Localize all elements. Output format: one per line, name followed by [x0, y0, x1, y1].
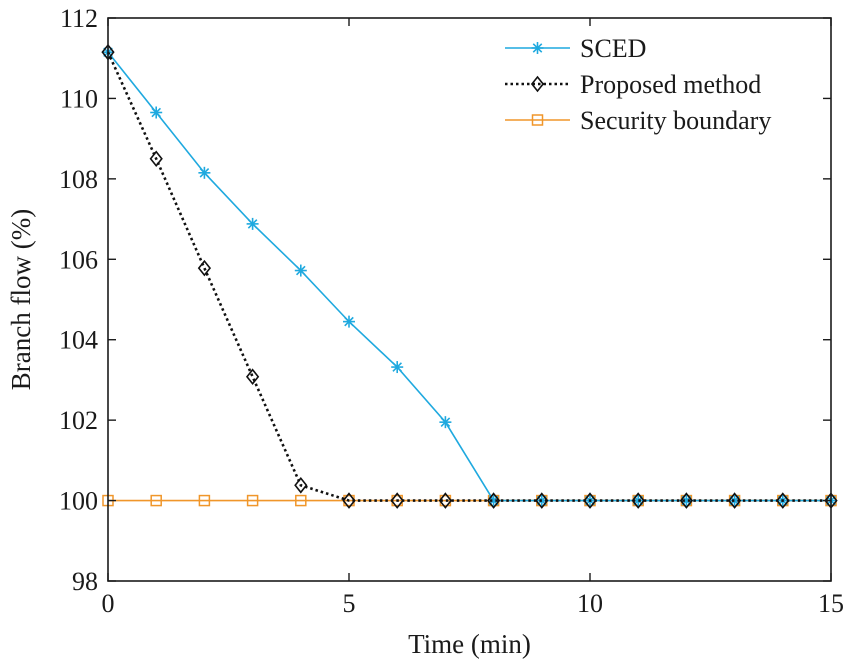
data-point	[343, 315, 355, 328]
data-point	[149, 150, 163, 168]
series-proposed-method	[101, 43, 838, 509]
data-point	[342, 492, 356, 509]
data-point	[776, 492, 790, 509]
ticks-layer: 0 5 10 15 98 100 102 104 106 108 110 112	[59, 4, 844, 618]
legend-marker	[530, 75, 545, 93]
data-point	[246, 217, 259, 230]
legend-label: Proposed method	[580, 70, 761, 99]
plot-frame	[107, 17, 832, 582]
data-point	[679, 492, 694, 509]
y-tick-label: 106	[59, 245, 98, 274]
data-point	[583, 492, 597, 509]
data-point	[198, 494, 211, 507]
y-tick-label: 110	[60, 84, 98, 113]
data-point	[150, 494, 162, 507]
data-point	[294, 477, 308, 494]
x-axis-title: Time (min)	[408, 629, 531, 659]
data-point	[438, 492, 453, 509]
legend-entry: Security boundary	[505, 106, 771, 135]
data-point	[246, 494, 259, 507]
y-tick-label: 98	[72, 567, 98, 596]
legend-label: Security boundary	[580, 106, 771, 135]
legend: SCED Proposed method Security boundary	[505, 34, 771, 135]
x-tick-label: 5	[343, 589, 356, 618]
y-tick-label: 102	[59, 406, 98, 435]
data-point	[390, 492, 404, 509]
x-tick-label: 15	[818, 589, 844, 618]
legend-marker	[531, 42, 544, 54]
data-point	[197, 259, 212, 277]
x-tick-label: 0	[102, 589, 115, 618]
legend-marker	[531, 114, 544, 126]
data-point	[486, 492, 501, 509]
series-layer	[101, 43, 838, 509]
y-axis-title: Branch flow (%)	[6, 209, 36, 390]
x-tick-label: 10	[577, 589, 603, 618]
data-point	[727, 492, 742, 509]
data-point	[391, 361, 404, 374]
data-point	[631, 492, 645, 509]
data-point	[295, 494, 307, 507]
data-point	[680, 494, 693, 507]
series-line	[106, 51, 831, 502]
data-point	[198, 166, 211, 179]
y-tick-label: 104	[59, 326, 98, 355]
y-tick-label: 108	[59, 165, 98, 194]
data-point	[294, 264, 307, 277]
legend-label: SCED	[580, 34, 646, 63]
data-point	[245, 368, 260, 385]
legend-entry: SCED	[505, 34, 646, 63]
y-tick-label: 112	[60, 4, 98, 33]
y-tick-label: 100	[59, 487, 98, 516]
legend-entry: Proposed method	[505, 70, 761, 99]
data-point	[439, 416, 452, 429]
data-point	[150, 106, 163, 119]
data-point	[535, 492, 549, 509]
